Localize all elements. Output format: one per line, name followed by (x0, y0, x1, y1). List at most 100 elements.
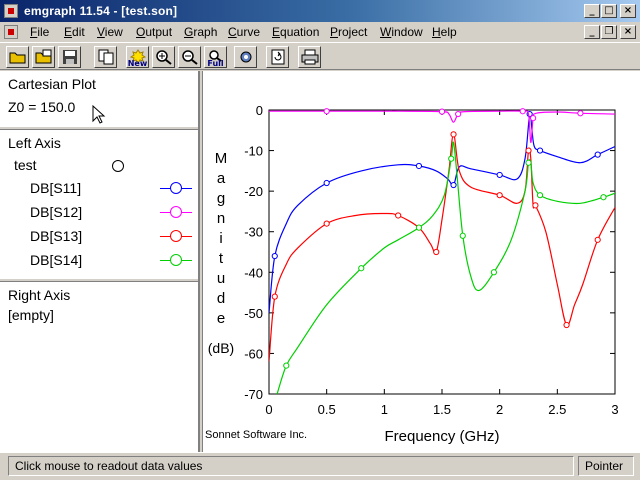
open-project-icon (35, 49, 52, 64)
y-tick-label: -60 (244, 346, 263, 361)
point-s12 (438, 108, 446, 115)
curve-group-label: test (14, 157, 37, 173)
window-title: emgraph 11.54 - [test.son] (24, 4, 178, 18)
mouse-cursor-icon (92, 105, 106, 124)
open-project-button[interactable] (32, 46, 55, 68)
menu-window[interactable]: Window (380, 25, 423, 39)
point-s13 (323, 220, 330, 227)
settings-icon (240, 51, 252, 63)
y-tick-label: -10 (244, 144, 263, 159)
new-graph-icon (129, 49, 147, 64)
x-tick-label: 3 (611, 402, 618, 417)
y-axis-label-letter: M (215, 150, 228, 167)
y-axis-label-letter: e (217, 310, 225, 327)
x-tick-label: 2.5 (548, 402, 566, 417)
right-axis-section[interactable]: Right Axis [empty] (0, 282, 198, 452)
point-s14 (448, 155, 455, 162)
menu-help[interactable]: Help (432, 25, 457, 39)
y-tick-label: -70 (244, 387, 263, 402)
group-marker-icon[interactable] (112, 160, 124, 172)
point-s13 (496, 192, 503, 199)
zoom-out-button[interactable] (178, 46, 201, 68)
point-s11 (323, 179, 330, 187)
y-tick-label: -30 (244, 225, 263, 240)
y-tick-label: -20 (244, 184, 263, 199)
section-divider[interactable] (0, 126, 198, 130)
save-button[interactable] (58, 46, 81, 68)
legend-marker-s11 (170, 182, 182, 194)
new-graph-label: New (127, 59, 148, 68)
curve-s11 (269, 112, 615, 313)
open-folder-button[interactable] (6, 46, 29, 68)
document-icon[interactable] (4, 25, 18, 39)
z0-label: Z0 = 150.0 (8, 99, 76, 115)
menu-curve[interactable]: Curve (228, 25, 261, 39)
zoom-full-icon (209, 50, 222, 62)
doc-close-button[interactable]: × (620, 25, 636, 39)
menu-view[interactable]: View (97, 25, 123, 39)
open-folder-icon (9, 52, 26, 64)
menu-equation[interactable]: Equation (272, 25, 320, 39)
x-tick-label: 2 (496, 402, 503, 417)
right-axis-title: Right Axis (8, 287, 71, 303)
curve-s14 (276, 141, 615, 394)
point-s11 (594, 151, 601, 158)
curve-label-s12: DB[S12] (30, 204, 83, 220)
close-button[interactable]: × (620, 4, 636, 18)
emgraph-app-icon[interactable] (4, 4, 18, 18)
legend-marker-s14 (170, 254, 182, 266)
settings-button[interactable] (234, 46, 257, 68)
point-s11 (450, 181, 457, 189)
curve-panel: Cartesian Plot Z0 = 150.0 Left Axis test… (0, 71, 200, 452)
copy-icon (98, 49, 114, 65)
point-s14 (283, 362, 290, 369)
new-graph-button[interactable]: New (126, 46, 149, 68)
print-button[interactable] (298, 46, 321, 68)
point-s14 (415, 224, 423, 231)
print-icon (301, 49, 319, 65)
plot-section[interactable]: Cartesian Plot Z0 = 150.0 (0, 71, 198, 126)
menu-edit[interactable]: Edit (64, 25, 85, 39)
x-tick-label: 1.5 (433, 402, 451, 417)
right-axis-value: [empty] (8, 307, 54, 323)
point-s13 (532, 202, 539, 209)
y-axis-label-letter: t (219, 250, 224, 267)
plot-frame (268, 109, 616, 395)
point-s14 (536, 192, 544, 199)
copy-button[interactable] (94, 46, 117, 68)
point-s12 (455, 110, 462, 118)
minimize-button[interactable]: _ (584, 4, 600, 18)
section-divider[interactable] (0, 278, 198, 282)
y-axis-label-letter: i (219, 230, 222, 247)
doc-minimize-button[interactable]: _ (584, 25, 600, 39)
left-axis-section[interactable]: Left Axis test DB[S11] DB[S12] DB[S13] D… (0, 130, 198, 278)
legend-marker-s13 (170, 230, 182, 242)
maximize-button[interactable]: □ (601, 4, 617, 18)
point-s13 (450, 131, 457, 138)
x-tick-label: 1 (381, 402, 388, 417)
point-s12 (530, 115, 537, 122)
s-parameter-chart[interactable]: 0-10-20-30-40-50-60-700 0.5 1 1.5 2 2.5 3Magni… (203, 71, 640, 452)
zoom-in-button[interactable] (152, 46, 175, 68)
point-s14 (525, 159, 532, 166)
zoom-full-button[interactable]: Full (204, 46, 227, 68)
save-icon (63, 50, 77, 64)
plot-type-label: Cartesian Plot (8, 76, 96, 92)
doc-restore-button[interactable]: ❐ (601, 25, 617, 39)
zoom-in-icon (156, 50, 172, 65)
toolbar: New Full (0, 42, 640, 70)
y-axis-label-letter: a (217, 170, 226, 187)
curve-label-s14: DB[S14] (30, 252, 83, 268)
y-tick-label: -40 (244, 265, 263, 280)
curve-label-s11: DB[S11] (30, 180, 82, 196)
menu-project[interactable]: Project (330, 25, 368, 39)
point-s13 (395, 212, 402, 219)
refresh-button[interactable] (266, 46, 289, 68)
menu-output[interactable]: Output (136, 25, 173, 39)
point-s11 (496, 171, 503, 179)
x-tick-label: 0.5 (318, 402, 336, 417)
y-axis-unit: (dB) (208, 340, 234, 356)
menu-graph[interactable]: Graph (184, 25, 218, 39)
menu-file[interactable]: File (30, 25, 50, 39)
